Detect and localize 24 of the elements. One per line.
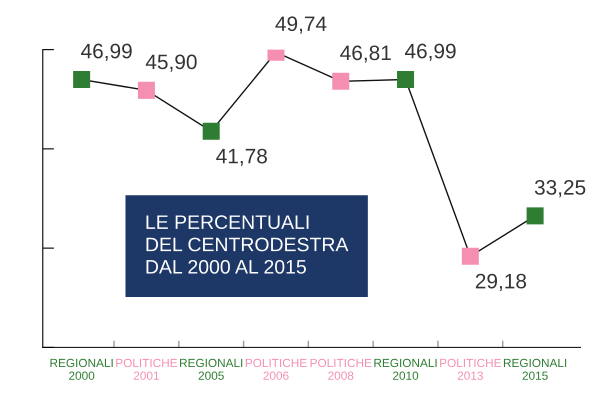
data-label: 46,99 [404,44,456,61]
point [397,70,414,88]
text: LE PERCENTUALI DEL CENTRODESTRA DAL 2000 AL 2015 [146,215,348,274]
data-label: 49,74 [275,16,326,34]
data-label: 41,78 [216,148,267,166]
x-tick-label: REGIONALI 2000 [50,358,113,380]
x-tick-label: POLITICHE 2013 [440,358,501,380]
x-tick-label: POLITICHE 2008 [310,358,372,380]
x-tick-label: REGIONALI 2005 [180,358,242,380]
x-tick-label: POLITICHE 2006 [246,358,307,380]
point [202,122,220,140]
point [526,207,544,224]
point [332,72,350,90]
x-tick-label: REGIONALI 2010 [374,358,437,380]
data-label: 46,81 [340,45,391,63]
point [73,70,90,88]
data-label: 33,25 [534,180,586,198]
data-label: 29,18 [476,274,526,291]
data-label: 45,90 [146,54,197,72]
point [462,248,479,265]
point [138,82,155,99]
x-tick-label: POLITICHE 2001 [116,358,178,380]
x-tick-label: REGIONALI 2015 [504,358,566,380]
data-label: 46,99 [81,44,132,61]
